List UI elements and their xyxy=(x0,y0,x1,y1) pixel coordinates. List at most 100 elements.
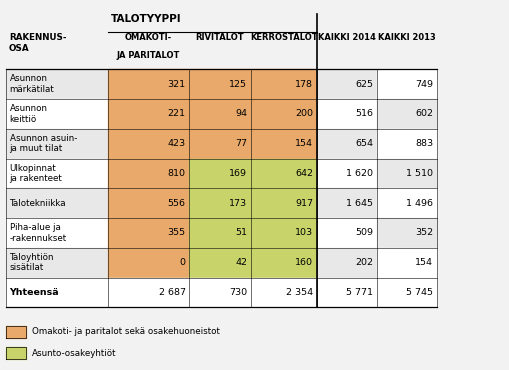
Bar xyxy=(316,69,376,99)
Text: OMAKOTI-: OMAKOTI- xyxy=(125,33,172,42)
Bar xyxy=(108,188,189,218)
Text: 42: 42 xyxy=(235,258,247,267)
Bar xyxy=(7,129,108,159)
Text: 749: 749 xyxy=(414,80,432,89)
Text: Asunto-osakeyhtiöt: Asunto-osakeyhtiöt xyxy=(32,349,116,358)
Text: 178: 178 xyxy=(295,80,313,89)
Text: 509: 509 xyxy=(354,228,373,238)
Bar xyxy=(250,129,316,159)
Bar xyxy=(316,218,376,248)
Text: 730: 730 xyxy=(229,288,247,297)
Text: RIVITALOT: RIVITALOT xyxy=(195,33,244,42)
Text: 423: 423 xyxy=(167,139,185,148)
Bar xyxy=(376,278,436,307)
Text: 1 510: 1 510 xyxy=(405,169,432,178)
Text: 202: 202 xyxy=(354,258,373,267)
Text: 94: 94 xyxy=(235,110,247,118)
Bar xyxy=(189,188,250,218)
Text: 0: 0 xyxy=(179,258,185,267)
Bar xyxy=(250,188,316,218)
Text: 654: 654 xyxy=(354,139,373,148)
Text: 321: 321 xyxy=(167,80,185,89)
Text: 516: 516 xyxy=(354,110,373,118)
Text: Asunnon
keittiö: Asunnon keittiö xyxy=(10,104,47,124)
Bar xyxy=(7,248,108,278)
Bar xyxy=(316,278,376,307)
Bar xyxy=(376,99,436,129)
Bar xyxy=(108,99,189,129)
Bar xyxy=(189,278,250,307)
Text: 154: 154 xyxy=(414,258,432,267)
Text: 103: 103 xyxy=(295,228,313,238)
Text: 355: 355 xyxy=(167,228,185,238)
Text: 883: 883 xyxy=(414,139,432,148)
Text: 169: 169 xyxy=(229,169,247,178)
Bar xyxy=(108,248,189,278)
Text: 5 745: 5 745 xyxy=(405,288,432,297)
Bar xyxy=(376,69,436,99)
Bar xyxy=(376,248,436,278)
Text: 125: 125 xyxy=(229,80,247,89)
Text: 77: 77 xyxy=(235,139,247,148)
Bar xyxy=(250,159,316,188)
Text: Talotekniikka: Talotekniikka xyxy=(10,199,66,208)
Text: 602: 602 xyxy=(414,110,432,118)
Bar xyxy=(108,218,189,248)
Text: 2 687: 2 687 xyxy=(158,288,185,297)
Bar xyxy=(316,248,376,278)
Bar xyxy=(7,188,108,218)
Bar xyxy=(7,347,25,359)
Bar xyxy=(108,129,189,159)
Text: Omakoti- ja paritalot sekä osakehuoneistot: Omakoti- ja paritalot sekä osakehuoneist… xyxy=(32,327,219,336)
Text: 173: 173 xyxy=(229,199,247,208)
Bar xyxy=(316,188,376,218)
Bar xyxy=(316,99,376,129)
Text: 556: 556 xyxy=(167,199,185,208)
Bar xyxy=(376,218,436,248)
Text: 917: 917 xyxy=(295,199,313,208)
Bar xyxy=(250,218,316,248)
Text: Asunnon asuin-
ja muut tilat: Asunnon asuin- ja muut tilat xyxy=(10,134,77,154)
Text: TALOTYYPPI: TALOTYYPPI xyxy=(110,14,181,24)
Text: 1 496: 1 496 xyxy=(405,199,432,208)
Text: JA PARITALOT: JA PARITALOT xyxy=(117,51,180,60)
Text: 154: 154 xyxy=(295,139,313,148)
Bar xyxy=(189,69,250,99)
Bar xyxy=(316,159,376,188)
Bar xyxy=(189,218,250,248)
Bar xyxy=(376,188,436,218)
Text: Taloyhtiön
sisätilat: Taloyhtiön sisätilat xyxy=(10,253,54,272)
Text: 51: 51 xyxy=(235,228,247,238)
Text: 810: 810 xyxy=(167,169,185,178)
Bar xyxy=(250,69,316,99)
Text: 221: 221 xyxy=(167,110,185,118)
Bar xyxy=(250,278,316,307)
Text: 1 620: 1 620 xyxy=(346,169,373,178)
Bar xyxy=(7,326,25,338)
Text: 2 354: 2 354 xyxy=(286,288,313,297)
Text: 5 771: 5 771 xyxy=(346,288,373,297)
Bar xyxy=(108,278,189,307)
Bar xyxy=(7,99,108,129)
Text: 160: 160 xyxy=(295,258,313,267)
Text: KAIKKI 2013: KAIKKI 2013 xyxy=(377,33,435,42)
Bar xyxy=(7,69,108,99)
Bar xyxy=(189,129,250,159)
Text: KAIKKI 2014: KAIKKI 2014 xyxy=(317,33,375,42)
Bar xyxy=(376,129,436,159)
Bar xyxy=(108,69,189,99)
Text: RAKENNUS-
OSA: RAKENNUS- OSA xyxy=(9,33,66,53)
Text: 642: 642 xyxy=(295,169,313,178)
Bar xyxy=(376,159,436,188)
Bar xyxy=(189,159,250,188)
Text: 625: 625 xyxy=(354,80,373,89)
Bar xyxy=(7,159,108,188)
Bar xyxy=(189,248,250,278)
Text: 200: 200 xyxy=(295,110,313,118)
Bar xyxy=(7,218,108,248)
Bar xyxy=(108,159,189,188)
Bar xyxy=(250,248,316,278)
Text: Piha-alue ja
-rakennukset: Piha-alue ja -rakennukset xyxy=(10,223,67,243)
Text: 1 645: 1 645 xyxy=(346,199,373,208)
Text: Ulkopinnat
ja rakenteet: Ulkopinnat ja rakenteet xyxy=(10,164,62,183)
